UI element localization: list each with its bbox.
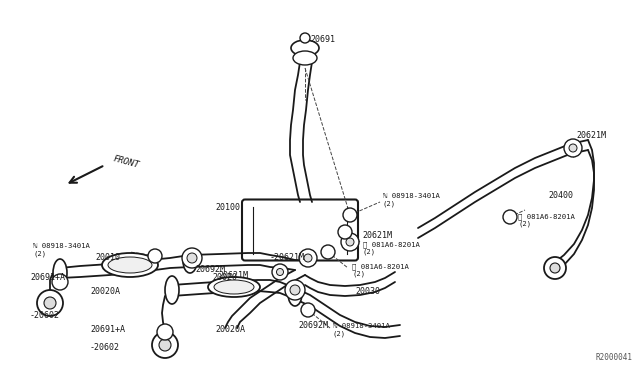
Circle shape bbox=[44, 297, 56, 309]
Circle shape bbox=[343, 208, 357, 222]
Circle shape bbox=[299, 249, 317, 267]
Text: ℕ 08918-3401A
(2): ℕ 08918-3401A (2) bbox=[33, 243, 90, 257]
Text: 20691: 20691 bbox=[310, 35, 335, 45]
Text: ℕ 08918-3401A
(2): ℕ 08918-3401A (2) bbox=[383, 193, 440, 207]
Ellipse shape bbox=[108, 257, 152, 273]
Circle shape bbox=[346, 238, 354, 246]
Ellipse shape bbox=[52, 274, 68, 290]
Text: 20020A: 20020A bbox=[90, 288, 120, 296]
Circle shape bbox=[301, 303, 315, 317]
Text: -20602: -20602 bbox=[30, 311, 60, 320]
Text: 20692M: 20692M bbox=[195, 266, 225, 275]
Text: ℕ 08918-3401A
(2): ℕ 08918-3401A (2) bbox=[333, 323, 390, 337]
Circle shape bbox=[304, 254, 312, 262]
Text: 20010: 20010 bbox=[95, 253, 120, 262]
Ellipse shape bbox=[157, 324, 173, 340]
Circle shape bbox=[300, 33, 310, 43]
Circle shape bbox=[276, 269, 284, 276]
Circle shape bbox=[341, 233, 359, 251]
Circle shape bbox=[37, 290, 63, 316]
Circle shape bbox=[148, 249, 162, 263]
Text: Ⓑ 081A6-8201A
(2): Ⓑ 081A6-8201A (2) bbox=[518, 213, 575, 227]
Text: -20602: -20602 bbox=[90, 343, 120, 353]
Circle shape bbox=[503, 210, 517, 224]
Circle shape bbox=[550, 263, 560, 273]
Text: 20030: 20030 bbox=[355, 288, 380, 296]
Text: 20692M: 20692M bbox=[298, 321, 328, 330]
Ellipse shape bbox=[182, 248, 202, 268]
Circle shape bbox=[272, 264, 288, 280]
Ellipse shape bbox=[102, 253, 158, 277]
Ellipse shape bbox=[288, 282, 302, 306]
Circle shape bbox=[569, 144, 577, 152]
FancyBboxPatch shape bbox=[242, 199, 358, 260]
Circle shape bbox=[544, 257, 566, 279]
Circle shape bbox=[152, 332, 178, 358]
Text: 20020A: 20020A bbox=[215, 326, 245, 334]
Text: Ⓑ 081A6-8201A
(2): Ⓑ 081A6-8201A (2) bbox=[352, 263, 409, 277]
Text: FRONT: FRONT bbox=[112, 154, 140, 170]
Text: 20621M: 20621M bbox=[218, 270, 248, 279]
Text: 20621M: 20621M bbox=[576, 131, 606, 141]
Ellipse shape bbox=[214, 280, 254, 294]
Text: Ⓑ 081A6-8201A
(2): Ⓑ 081A6-8201A (2) bbox=[363, 241, 420, 255]
Circle shape bbox=[564, 139, 582, 157]
Circle shape bbox=[338, 225, 352, 239]
Text: 20020: 20020 bbox=[212, 273, 237, 282]
Ellipse shape bbox=[208, 277, 260, 297]
Ellipse shape bbox=[165, 276, 179, 304]
Ellipse shape bbox=[187, 253, 197, 263]
Circle shape bbox=[321, 245, 335, 259]
Text: 20400: 20400 bbox=[548, 190, 573, 199]
Text: 20621M: 20621M bbox=[362, 231, 392, 241]
Text: -20621M: -20621M bbox=[270, 253, 305, 263]
Text: 20691+A: 20691+A bbox=[90, 326, 125, 334]
Text: R2000041: R2000041 bbox=[595, 353, 632, 362]
Ellipse shape bbox=[293, 51, 317, 65]
Ellipse shape bbox=[291, 40, 319, 56]
Ellipse shape bbox=[53, 259, 67, 287]
Text: 20100: 20100 bbox=[215, 203, 240, 212]
Ellipse shape bbox=[290, 285, 300, 295]
Text: 20691+A: 20691+A bbox=[30, 273, 65, 282]
Ellipse shape bbox=[183, 249, 197, 273]
Ellipse shape bbox=[285, 280, 305, 300]
Circle shape bbox=[159, 339, 171, 351]
